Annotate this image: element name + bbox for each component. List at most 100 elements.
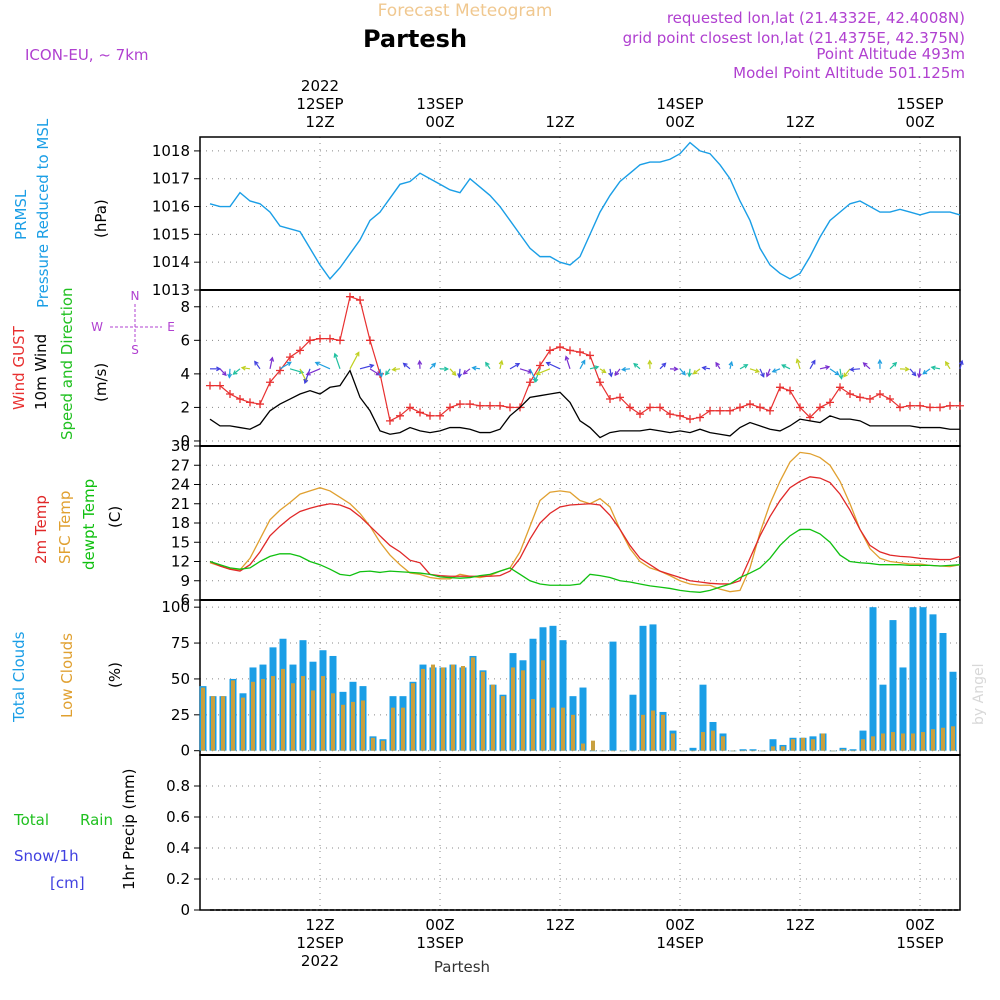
wind-arrow xyxy=(918,368,921,378)
wind-labels: Wind GUST 10m Wind Speed and Direction (… xyxy=(10,287,110,440)
y-tick-label: 0.8 xyxy=(166,777,190,795)
point-altitude: Point Altitude 493m xyxy=(816,45,965,63)
low-cloud-bar xyxy=(211,696,215,751)
gust-marker xyxy=(726,406,734,415)
top-time-label: 15SEP xyxy=(896,95,943,113)
wind-direction-label: Speed and Direction xyxy=(58,287,76,440)
low-cloud-bar xyxy=(591,740,595,751)
wind-arrow xyxy=(781,364,791,370)
wind-arrow xyxy=(304,368,311,384)
wind-arrow xyxy=(766,368,771,377)
wind-arrow xyxy=(809,360,816,370)
low-cloud-bar xyxy=(471,657,475,751)
panel-frame xyxy=(199,754,961,911)
wind-arrow-head xyxy=(402,362,408,368)
gust-marker xyxy=(406,403,414,412)
gust-marker xyxy=(306,336,314,345)
wind-arrow-head xyxy=(838,374,844,380)
y-tick-label: 0 xyxy=(180,901,190,919)
low-cloud-bar xyxy=(601,750,605,752)
wind-arrow xyxy=(458,368,461,378)
wind-arrow-head xyxy=(451,371,457,377)
gust-marker xyxy=(916,401,924,410)
wind-arrow xyxy=(863,362,871,370)
low-cloud-bar xyxy=(671,733,675,751)
y-tick-label: 25 xyxy=(171,706,190,724)
wind-arrow xyxy=(536,368,551,375)
wind-arrow xyxy=(922,368,931,375)
wind-arrow-head xyxy=(240,365,246,371)
y-tick-label: 30 xyxy=(171,437,190,455)
compass-n: N xyxy=(131,289,140,303)
low-cloud-bar xyxy=(331,693,335,751)
low-cloud-bar xyxy=(701,732,705,751)
gust-marker xyxy=(486,401,494,410)
wind-arrow xyxy=(403,362,411,370)
y-tick-label: 0 xyxy=(180,742,190,760)
low-cloud-bar xyxy=(351,701,355,751)
panel-2: 0 2 4 6 8 xyxy=(180,289,961,450)
low-cloud-bar xyxy=(691,750,695,752)
gust-marker xyxy=(256,400,264,409)
y-tick-label: 1016 xyxy=(152,198,190,216)
wind-arrow-head xyxy=(221,371,227,377)
y-tick-label: 1017 xyxy=(152,170,190,188)
total-cloud-bar xyxy=(609,641,617,751)
wind-speed-line xyxy=(209,369,960,439)
temp-unit-label: (C) xyxy=(106,506,124,528)
wind-arrow xyxy=(299,368,308,382)
low-cloud-bar xyxy=(241,697,245,751)
location-title: Partesh xyxy=(363,25,467,53)
low-cloud-bar xyxy=(751,750,755,752)
gust-line xyxy=(210,295,960,422)
wind-arrow xyxy=(889,362,897,370)
wind-arrow-head xyxy=(443,366,450,372)
wind-arrow-head xyxy=(834,370,840,376)
wind-arrow-head xyxy=(515,362,521,368)
wind-arrow-head xyxy=(391,366,397,372)
low-cloud-bar xyxy=(711,730,715,751)
low-cloud-bar xyxy=(371,737,375,751)
wind-arrow-head xyxy=(911,371,917,377)
total-cloud-bar xyxy=(529,638,537,751)
gust-marker xyxy=(226,390,234,398)
snow-unit-label: [cm] xyxy=(50,874,85,892)
wind-arrow xyxy=(819,366,830,370)
top-time-label: 12Z xyxy=(785,113,814,131)
wind-arrow-head xyxy=(892,361,898,367)
total-cloud-bar xyxy=(939,633,947,751)
gust-marker xyxy=(536,361,544,370)
low-cloud-bar xyxy=(871,736,875,751)
y-tick-label: 1018 xyxy=(152,142,190,160)
total-cloud-bar xyxy=(689,747,697,751)
temp-dewpt-line xyxy=(209,528,961,593)
gust-marker xyxy=(596,378,604,387)
wind-arrow xyxy=(839,368,843,379)
wind-arrow xyxy=(534,368,541,383)
gust-marker xyxy=(886,395,894,404)
wind-arrow-head xyxy=(754,368,761,374)
low-cloud-bar xyxy=(421,668,425,751)
bottom-time-label: 12Z xyxy=(545,916,574,934)
low-cloud-bar xyxy=(851,750,855,752)
low-cloud-bar xyxy=(291,683,295,751)
compass-rose: N S W E xyxy=(91,289,175,357)
wind-gust-label: Wind GUST xyxy=(10,325,28,410)
wind-arrow-head xyxy=(471,365,477,371)
low-cloud-bar xyxy=(301,676,305,751)
top-time-label: 12Z xyxy=(545,113,574,131)
gust-marker xyxy=(346,292,354,301)
total-cloud-bar xyxy=(649,624,657,751)
low-cloud-bar xyxy=(341,704,345,751)
low-cloud-bar xyxy=(651,710,655,751)
gust-marker xyxy=(556,343,564,352)
total-cloud-bar xyxy=(899,667,907,751)
snow-label: Snow/1h xyxy=(14,847,79,865)
y-tick-label: 9 xyxy=(180,572,190,590)
low-cloud-bar xyxy=(811,739,815,751)
wind-arrow-head xyxy=(216,366,222,372)
low-cloud-bar xyxy=(801,737,805,751)
total-label: Total xyxy=(13,811,49,829)
